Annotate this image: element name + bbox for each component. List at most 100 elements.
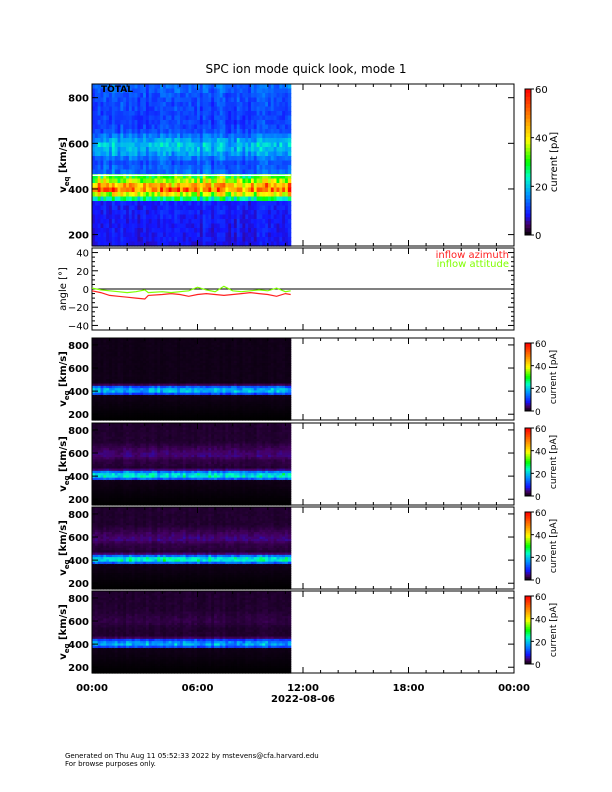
spectrogram-cell xyxy=(109,237,113,243)
spectrogram-cell xyxy=(185,151,190,157)
spectrogram-cell xyxy=(109,84,113,90)
spectrogram-cell xyxy=(276,232,280,238)
spectrogram-cell xyxy=(109,178,113,184)
spectrogram-cell xyxy=(148,169,153,175)
spectrogram-cell xyxy=(245,174,249,180)
spectrogram-cell xyxy=(117,353,121,357)
spectrogram-cell xyxy=(94,102,99,108)
spectrogram-cell xyxy=(123,413,127,417)
spectrogram-cell xyxy=(225,219,229,225)
spectrogram-cell xyxy=(270,88,275,94)
spectrogram-cell xyxy=(162,383,167,387)
spectrogram-cell xyxy=(154,349,158,353)
spectrogram-cell xyxy=(202,93,207,99)
spectrogram-cell xyxy=(94,379,99,382)
spectrogram-cell xyxy=(145,160,150,166)
spectrogram-cell xyxy=(182,124,187,130)
spectrogram-cell xyxy=(242,223,246,229)
spectrogram-cell xyxy=(262,214,266,220)
spectrogram-cell xyxy=(154,363,158,366)
spectrogram-cell xyxy=(219,142,224,148)
spectrogram-cell xyxy=(151,376,156,380)
spectrogram-cell xyxy=(160,388,164,391)
spectrogram-cell xyxy=(168,111,173,117)
spectrogram-cell xyxy=(214,187,218,193)
spectrogram-cell xyxy=(143,187,147,193)
spectrogram-cell xyxy=(97,174,102,180)
spectrogram-cell xyxy=(160,115,164,121)
spectrogram-cell xyxy=(137,178,141,184)
spectrogram-cell xyxy=(225,115,229,121)
spectrogram-cell xyxy=(97,102,102,108)
spectrogram-cell xyxy=(148,408,153,412)
spectrogram-cell xyxy=(126,338,130,341)
spectrogram-cell xyxy=(140,124,144,130)
spectrogram-cell xyxy=(92,394,96,398)
spectrogram-cell xyxy=(262,138,266,144)
spectrogram-cell xyxy=(273,210,278,216)
spectrogram-cell xyxy=(120,93,124,99)
spectrogram-cell xyxy=(120,383,124,387)
spectrogram-cell xyxy=(242,120,246,126)
spectrogram-cell xyxy=(148,340,153,344)
spectrogram-cell xyxy=(103,84,107,90)
spectrogram-cell xyxy=(120,156,124,162)
spectrogram-cell xyxy=(253,241,258,247)
spectrogram-cell xyxy=(177,138,181,144)
spectrogram-cell xyxy=(236,210,241,216)
spectrogram-cell xyxy=(239,124,244,130)
spectrogram-cell xyxy=(162,356,167,360)
spectrogram-cell xyxy=(100,129,104,135)
spectrogram-cell xyxy=(231,169,235,175)
spectrogram-cell xyxy=(157,219,161,225)
spectrogram-cell xyxy=(165,88,170,94)
spectrogram-cell xyxy=(97,417,102,421)
spectrogram-cell xyxy=(117,196,121,202)
spectrogram-cell xyxy=(233,151,238,157)
spectrogram-cell xyxy=(267,232,272,238)
spectrogram-cell xyxy=(202,205,207,211)
spectrogram-cell xyxy=(94,241,99,247)
spectrogram-cell xyxy=(114,84,119,90)
spectrogram-cell xyxy=(100,97,104,103)
spectrogram-cell xyxy=(114,340,119,344)
spectrogram-cell xyxy=(109,349,113,353)
spectrogram-cell xyxy=(100,169,104,175)
spectrogram-cell xyxy=(145,97,150,103)
spectrogram-cell xyxy=(165,196,170,202)
spectrogram-cell xyxy=(188,138,192,144)
spectrogram-cell xyxy=(92,169,96,175)
spectrogram-cell xyxy=(168,349,173,353)
spectrogram-cell xyxy=(151,374,156,378)
spectrogram-cell xyxy=(103,390,107,394)
spectrogram-cell xyxy=(131,408,136,412)
spectrogram-cell xyxy=(285,219,289,225)
spectrogram-cell xyxy=(131,388,136,391)
spectrogram-cell xyxy=(265,124,269,130)
spectrogram-cell xyxy=(160,383,164,387)
spectrogram-cell xyxy=(245,138,249,144)
spectrogram-cell xyxy=(157,232,161,238)
spectrogram-cell xyxy=(123,360,127,364)
spectrogram-cell xyxy=(157,174,161,180)
spectrogram-cell xyxy=(248,196,252,202)
spectrogram-cell xyxy=(100,406,104,410)
spectrogram-cell xyxy=(228,165,232,171)
spectrogram-cell xyxy=(137,223,141,229)
spectrogram-cell xyxy=(168,413,173,417)
spectrogram-cell xyxy=(162,142,167,148)
spectrogram-cell xyxy=(111,372,116,376)
spectrogram-cell xyxy=(145,363,150,366)
spectrogram-cell xyxy=(143,205,147,211)
spectrogram-cell xyxy=(148,397,153,401)
spectrogram-cell xyxy=(270,183,275,189)
spectrogram-cell xyxy=(123,147,127,153)
spectrogram-cell xyxy=(214,147,218,153)
spectrogram-cell xyxy=(250,129,255,135)
spectrogram-cell xyxy=(177,93,181,99)
spectrogram-cell xyxy=(211,93,215,99)
spectrogram-cell xyxy=(134,102,139,108)
spectrogram-cell xyxy=(222,183,227,189)
colorbar-cell xyxy=(525,227,531,232)
spectrogram-cell xyxy=(273,165,278,171)
